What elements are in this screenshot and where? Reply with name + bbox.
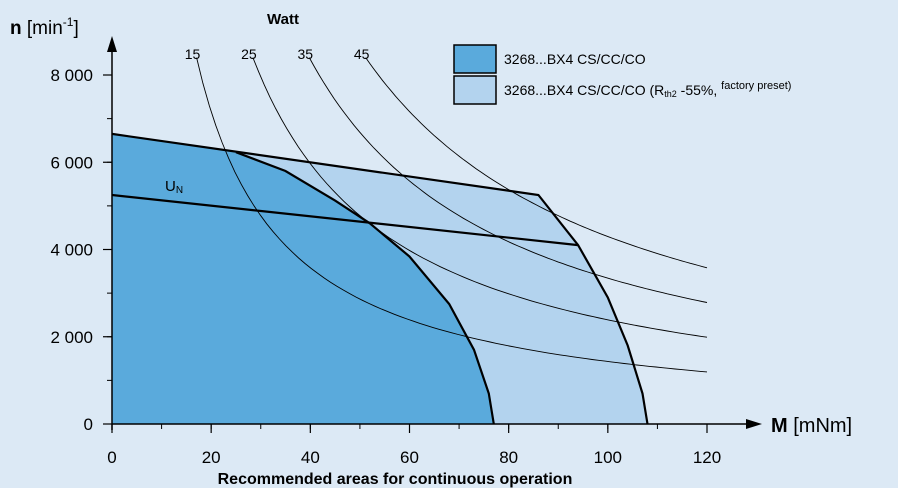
y-axis-unit-sup: -1 xyxy=(63,15,74,29)
power-curve-label-45: 45 xyxy=(354,46,370,62)
series-area-standard xyxy=(112,133,494,424)
y-tick-label: 4 000 xyxy=(50,241,93,260)
legend-swatch-standard xyxy=(453,44,497,74)
x-tick-label: 0 xyxy=(107,448,116,467)
power-group-label: Watt xyxy=(267,11,299,28)
x-tick-label: 80 xyxy=(499,448,518,467)
legend-name-sub: th2 xyxy=(664,89,677,99)
y-tick-label: 0 xyxy=(84,415,93,434)
legend-label-factory-preset: 3268...BX4 CS/CC/CO (Rth2 -55%, factory … xyxy=(504,80,791,99)
legend-name-mid: -55%, xyxy=(677,82,721,98)
un-label-main: U xyxy=(165,178,176,195)
legend-name-main: 3268...BX4 CS/CC/CO (R xyxy=(504,82,664,98)
legend-swatch-factory-preset xyxy=(453,75,497,105)
power-curve-25w xyxy=(252,57,708,338)
y-tick-label: 6 000 xyxy=(50,153,93,172)
y-tick-label: 2 000 xyxy=(50,328,93,347)
x-tick-label: 20 xyxy=(202,448,221,467)
y-axis-symbol: n xyxy=(10,18,22,39)
power-curve-15w xyxy=(196,57,708,373)
series-outline-factory-preset xyxy=(111,132,649,425)
power-curve-label-25: 25 xyxy=(241,46,257,62)
x-axis-arrow xyxy=(746,419,762,429)
power-curve-45w xyxy=(365,57,708,269)
power-curve-label-15: 15 xyxy=(185,46,201,62)
un-label-sub: N xyxy=(176,185,183,196)
x-tick-label: 100 xyxy=(594,448,622,467)
x-axis-label: M [mNm] xyxy=(771,415,852,437)
un-label: UN xyxy=(165,178,183,196)
y-axis-arrow xyxy=(107,36,117,52)
legend-label-standard: 3268...BX4 CS/CC/CO xyxy=(504,51,646,67)
x-tick-label: 40 xyxy=(301,448,320,467)
un-line xyxy=(111,193,579,247)
power-curve-35w xyxy=(308,57,708,303)
chart-title: Recommended areas for continuous operati… xyxy=(218,471,573,488)
x-tick-label: 120 xyxy=(693,448,721,467)
y-axis-unit: [min xyxy=(27,18,63,39)
power-curve-label-35: 35 xyxy=(297,46,313,62)
series-outline-standard xyxy=(235,151,495,425)
x-axis-unit: [mNm] xyxy=(793,415,852,437)
y-tick-label: 8 000 xyxy=(50,66,93,85)
x-tick-label: 60 xyxy=(400,448,419,467)
y-axis-unit-end: ] xyxy=(73,18,78,39)
x-axis-symbol: M xyxy=(771,415,788,437)
y-axis-label: n [min-1] xyxy=(10,15,79,39)
legend-name-sup: factory preset) xyxy=(721,80,791,92)
